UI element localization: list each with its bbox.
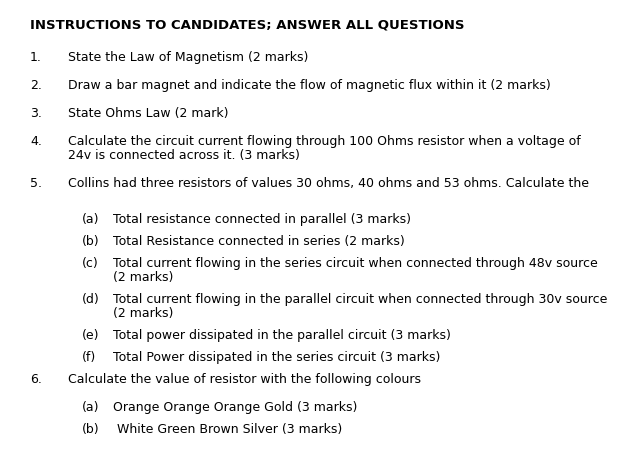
Text: State Ohms Law (2 mark): State Ohms Law (2 mark) xyxy=(68,107,229,120)
Text: Total current flowing in the series circuit when connected through 48v source: Total current flowing in the series circ… xyxy=(113,257,598,270)
Text: Calculate the value of resistor with the following colours: Calculate the value of resistor with the… xyxy=(68,373,421,386)
Text: Total current flowing in the parallel circuit when connected through 30v source: Total current flowing in the parallel ci… xyxy=(113,293,607,306)
Text: (a): (a) xyxy=(82,401,100,414)
Text: (f): (f) xyxy=(82,351,96,364)
Text: 2.: 2. xyxy=(30,79,42,92)
Text: White Green Brown Silver (3 marks): White Green Brown Silver (3 marks) xyxy=(113,423,342,436)
Text: 4.: 4. xyxy=(30,135,42,148)
Text: Draw a bar magnet and indicate the flow of magnetic flux within it (2 marks): Draw a bar magnet and indicate the flow … xyxy=(68,79,551,92)
Text: (2 marks): (2 marks) xyxy=(113,271,173,284)
Text: Total Resistance connected in series (2 marks): Total Resistance connected in series (2 … xyxy=(113,235,404,248)
Text: (e): (e) xyxy=(82,329,100,342)
Text: (d): (d) xyxy=(82,293,100,306)
Text: (c): (c) xyxy=(82,257,99,270)
Text: 3.: 3. xyxy=(30,107,42,120)
Text: (b): (b) xyxy=(82,423,100,436)
Text: Total resistance connected in parallel (3 marks): Total resistance connected in parallel (… xyxy=(113,213,411,226)
Text: INSTRUCTIONS TO CANDIDATES; ANSWER ALL QUESTIONS: INSTRUCTIONS TO CANDIDATES; ANSWER ALL Q… xyxy=(30,18,464,31)
Text: (2 marks): (2 marks) xyxy=(113,307,173,320)
Text: Calculate the circuit current flowing through 100 Ohms resistor when a voltage o: Calculate the circuit current flowing th… xyxy=(68,135,581,148)
Text: Orange Orange Orange Gold (3 marks): Orange Orange Orange Gold (3 marks) xyxy=(113,401,357,414)
Text: 5.: 5. xyxy=(30,177,42,190)
Text: 1.: 1. xyxy=(30,51,42,64)
Text: 6.: 6. xyxy=(30,373,42,386)
Text: Total Power dissipated in the series circuit (3 marks): Total Power dissipated in the series cir… xyxy=(113,351,440,364)
Text: State the Law of Magnetism (2 marks): State the Law of Magnetism (2 marks) xyxy=(68,51,308,64)
Text: Collins had three resistors of values 30 ohms, 40 ohms and 53 ohms. Calculate th: Collins had three resistors of values 30… xyxy=(68,177,589,190)
Text: (b): (b) xyxy=(82,235,100,248)
Text: 24v is connected across it. (3 marks): 24v is connected across it. (3 marks) xyxy=(68,149,300,162)
Text: Total power dissipated in the parallel circuit (3 marks): Total power dissipated in the parallel c… xyxy=(113,329,451,342)
Text: (a): (a) xyxy=(82,213,100,226)
